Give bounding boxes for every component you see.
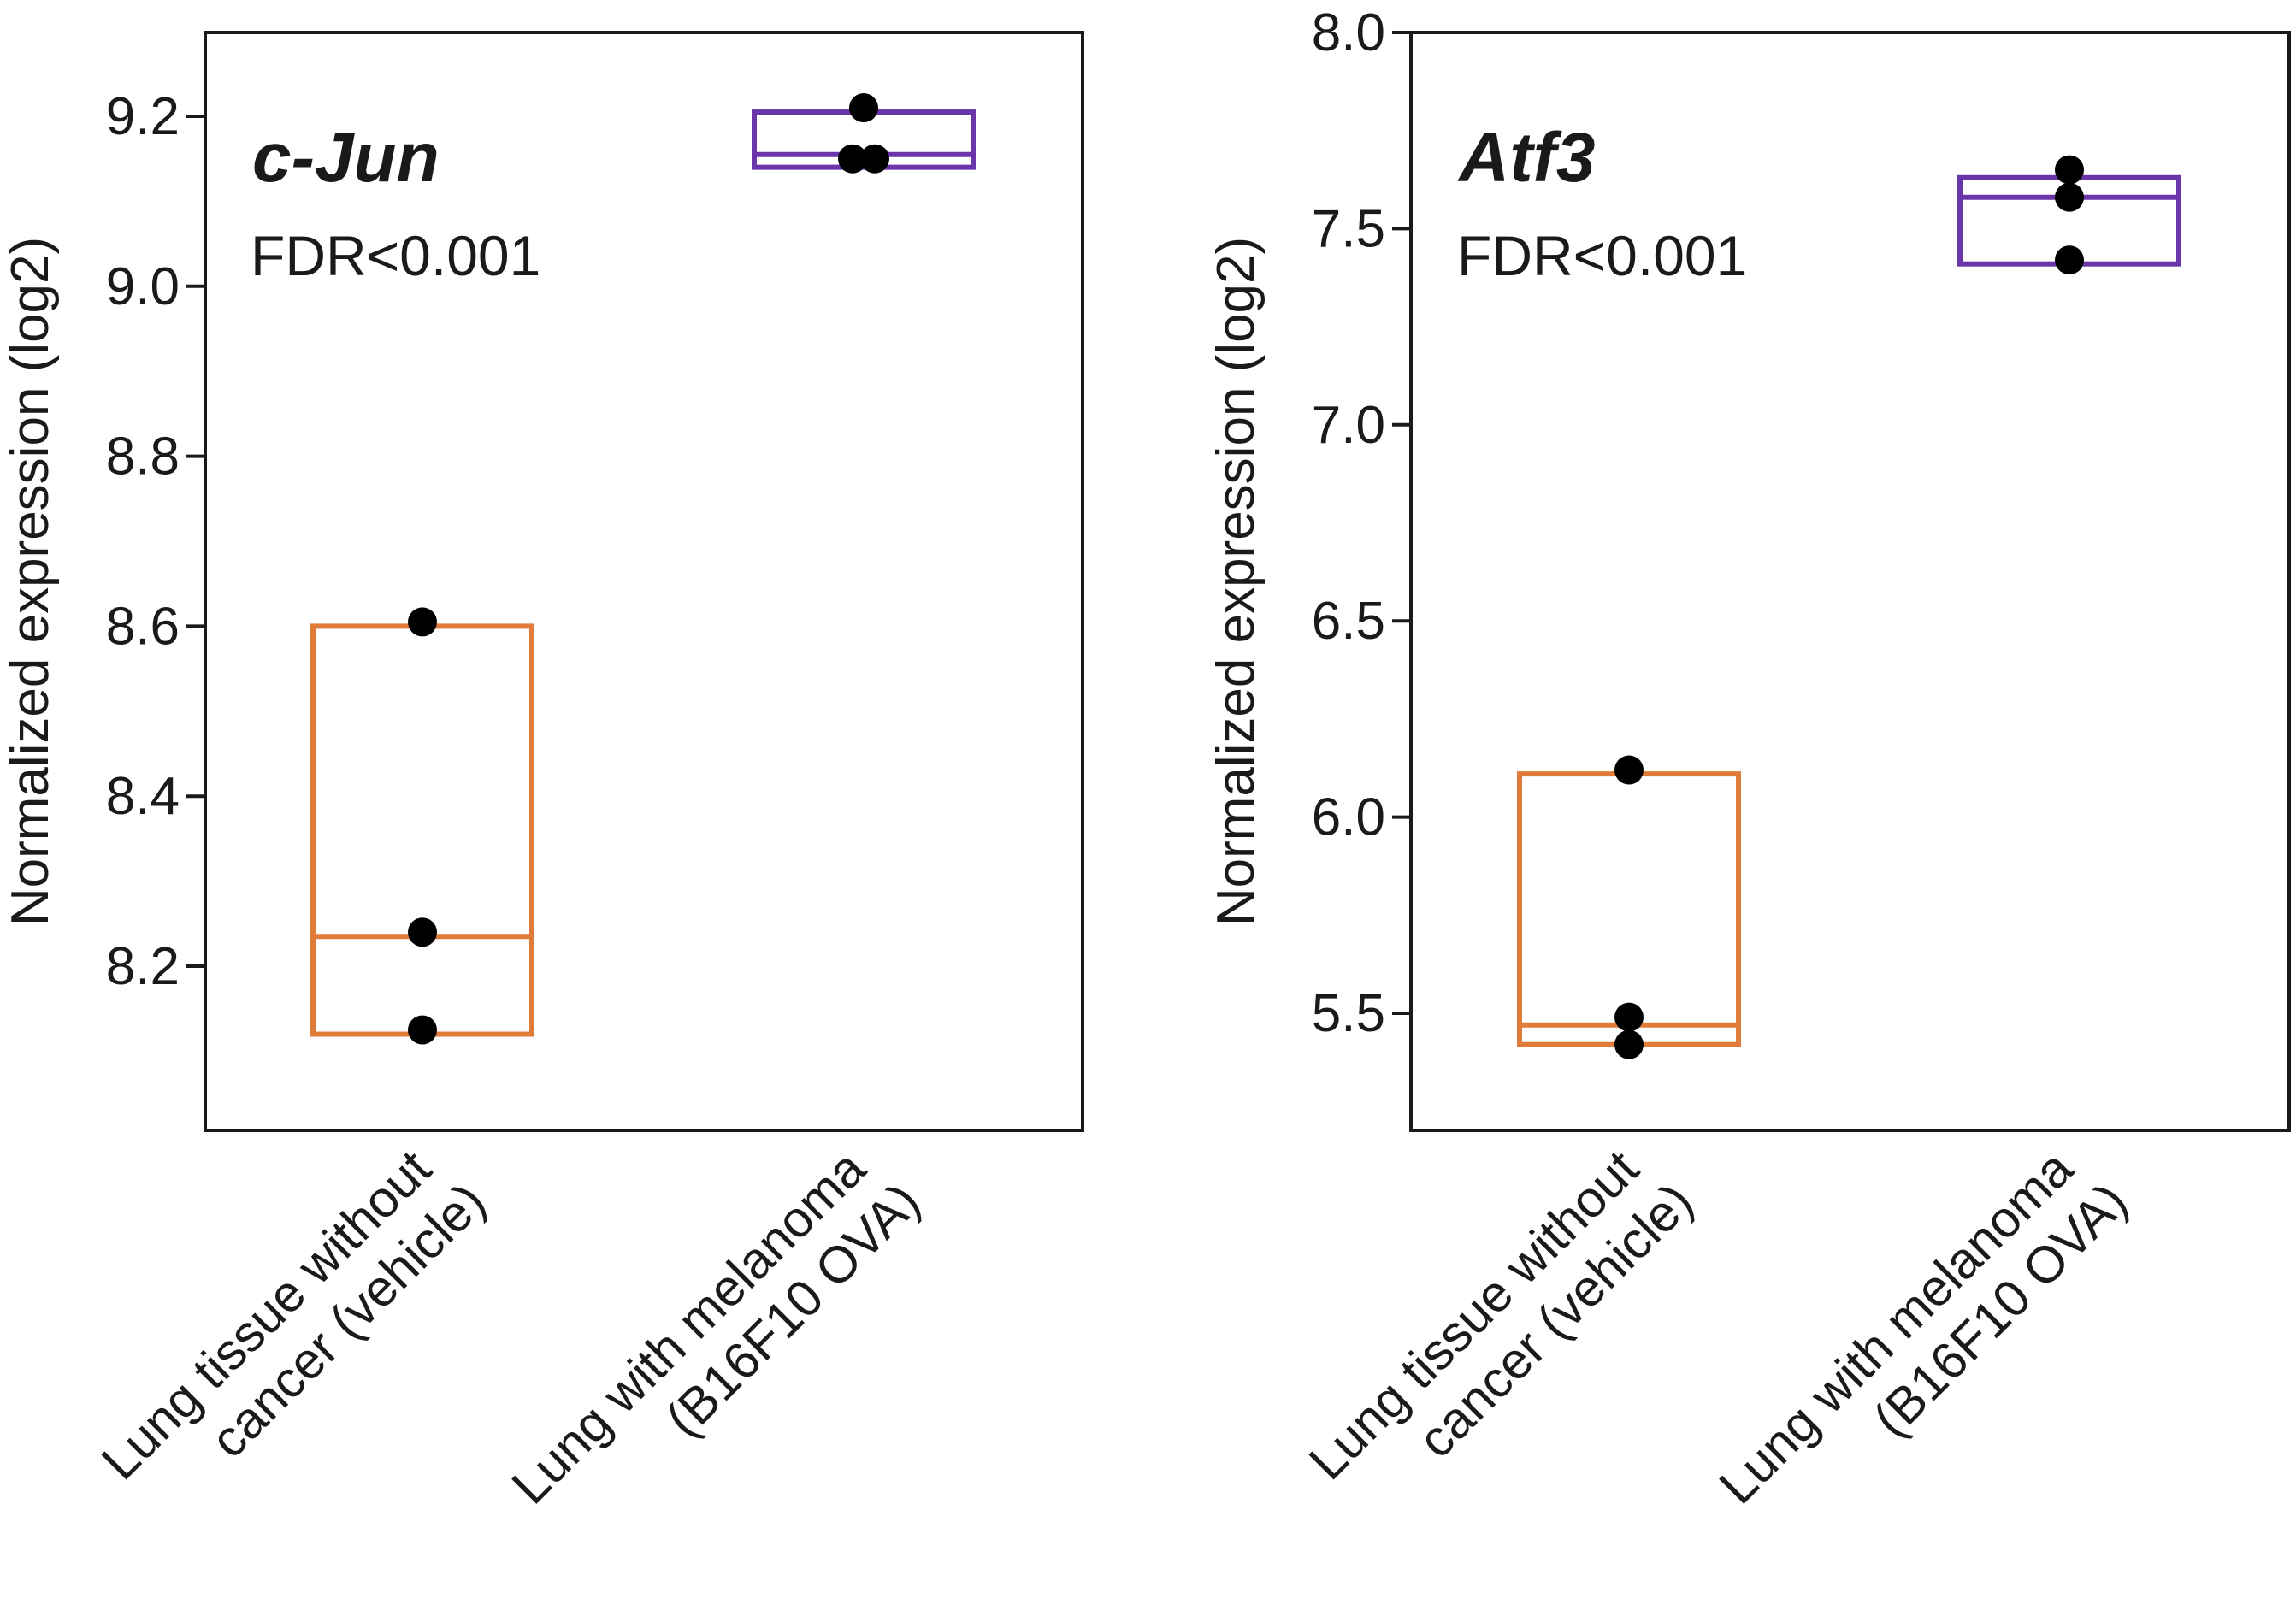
data-point — [860, 144, 889, 174]
plot-frame — [1409, 31, 2291, 1132]
box — [310, 623, 534, 1037]
y-tick-label: 6.0 — [1312, 788, 1385, 847]
data-point — [1614, 755, 1644, 785]
category-label-line: Lung with melanoma — [1709, 1139, 2084, 1514]
y-axis-ticks: 8.2 8.4 8.6 8.8 9.0 9.2 — [106, 87, 205, 996]
gene-title: c-Jun — [252, 119, 440, 197]
y-tick-label: 9.2 — [106, 87, 180, 146]
y-axis-title: Normalized expression (log2) — [1, 237, 60, 926]
data-point — [2055, 155, 2084, 185]
y-tick-label: 8.6 — [106, 597, 180, 656]
y-tick-label: 6.5 — [1312, 592, 1385, 651]
y-tick-label: 8.2 — [106, 937, 180, 996]
gene-title: Atf3 — [1457, 119, 1595, 197]
y-tick-label: 7.0 — [1312, 396, 1385, 455]
y-tick-label: 5.5 — [1312, 984, 1385, 1043]
y-tick-label: 8.0 — [1312, 3, 1385, 62]
data-point — [408, 607, 437, 637]
points — [1614, 155, 2084, 1059]
data-point — [2055, 182, 2084, 212]
data-point — [838, 144, 867, 174]
plot-frame — [204, 31, 1084, 1132]
boxes — [1517, 174, 2181, 1047]
data-point — [408, 1015, 437, 1045]
data-point — [849, 93, 878, 123]
category-label-line: Lung with melanoma — [501, 1139, 876, 1514]
y-tick-label: 8.8 — [106, 428, 180, 487]
y-tick-label: 8.4 — [106, 767, 180, 826]
data-point — [2055, 245, 2084, 275]
y-axis-title: Normalized expression (log2) — [1207, 237, 1266, 926]
panel-c-jun: 8.2 8.4 8.6 8.8 9.0 9.2 c-Jun FDR<0.001 Norma… — [1, 31, 1084, 1515]
panel-atf3: 5.5 6.0 6.5 7.0 7.5 8.0 Atf3 FDR<0.001 Normal… — [1207, 3, 2291, 1515]
y-axis-ticks: 5.5 6.0 6.5 7.0 7.5 8.0 — [1312, 3, 1411, 1043]
category-label: Lung with melanoma(B16F10 OVA) — [1709, 1139, 2139, 1514]
data-point — [1614, 1002, 1644, 1032]
data-point — [1614, 1029, 1644, 1059]
category-label: Lung with melanoma(B16F10 OVA) — [501, 1139, 931, 1514]
fdr-annotation: FDR<0.001 — [251, 224, 540, 287]
points — [408, 93, 889, 1045]
y-tick-label: 9.0 — [106, 257, 180, 316]
y-tick-label: 7.5 — [1312, 199, 1385, 258]
fdr-annotation: FDR<0.001 — [1457, 224, 1747, 287]
data-point — [408, 917, 437, 947]
